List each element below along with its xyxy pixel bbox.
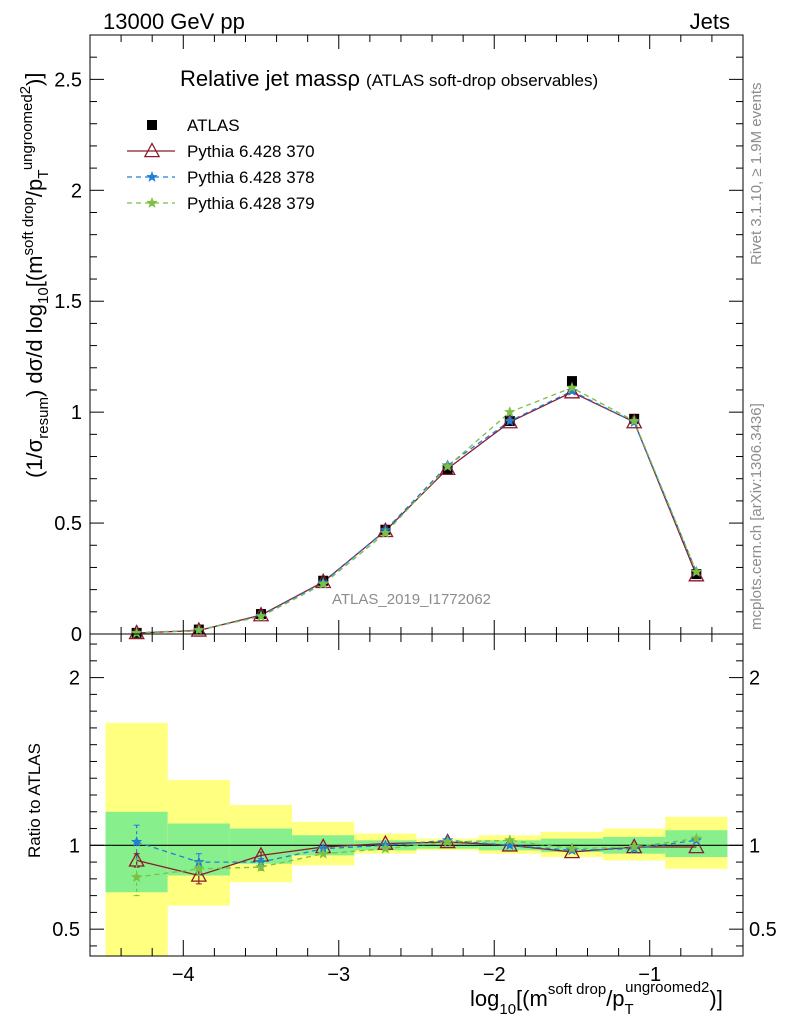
x-tick-label: −1 bbox=[638, 964, 661, 986]
ratio-data-point-s2 bbox=[566, 842, 578, 854]
upper-series-line-3 bbox=[136, 386, 698, 634]
header-energy-label: 13000 GeV pp bbox=[103, 9, 245, 34]
upper-data-point-s3 bbox=[441, 460, 454, 472]
lower-y-tick-label-right: 1 bbox=[749, 835, 760, 857]
upper-y-axis-title: (1/σresum) dσ/d log10[(msoft drop/pTungr… bbox=[17, 72, 52, 478]
lower-y-tick-label: 2 bbox=[69, 668, 80, 690]
upper-data-point-s3 bbox=[690, 565, 703, 577]
lower-y-tick-label-right: 2 bbox=[749, 668, 760, 690]
upper-data-point-s1 bbox=[563, 383, 581, 399]
header-jets-label: Jets bbox=[690, 9, 730, 34]
upper-data-point-s3 bbox=[379, 527, 392, 538]
upper-y-tick-label: 1.5 bbox=[54, 291, 82, 313]
upper-data-point-s3 bbox=[566, 381, 578, 393]
upper-data-point-s3 bbox=[628, 415, 640, 426]
upper-data-point-s1 bbox=[501, 413, 519, 429]
upper-data-point-s3 bbox=[317, 578, 329, 589]
ratio-data-point-s1 bbox=[504, 839, 516, 851]
ratio-data-point-s1 bbox=[193, 856, 205, 867]
upper-y-tick-label: 1 bbox=[71, 402, 82, 424]
ratio-data-point-s2 bbox=[628, 841, 640, 852]
legend-marker-0 bbox=[147, 120, 157, 130]
x-tick-label: −4 bbox=[172, 964, 195, 986]
ratio-data-point-s2 bbox=[130, 871, 143, 882]
legend-marker-2 bbox=[146, 171, 158, 182]
rivet-label: Rivet 3.1.10, ≥ 1.9M events bbox=[748, 83, 765, 266]
ratio-data-point-s2 bbox=[255, 861, 267, 872]
upper-data-point-s3 bbox=[193, 624, 205, 636]
legend-label-2: Pythia 6.428 378 bbox=[187, 168, 315, 187]
plot-title: Relative jet massρ (ATLAS soft-drop obser… bbox=[180, 66, 598, 91]
ratio-data-point-s2 bbox=[441, 836, 454, 847]
watermark-analysis-id: ATLAS_2019_I1772062 bbox=[332, 591, 491, 608]
ratio-data-point-s0 bbox=[688, 838, 705, 854]
upper-data-point-s0 bbox=[566, 376, 577, 387]
x-tick-label: −2 bbox=[483, 964, 506, 986]
upper-data-point-s1 bbox=[688, 566, 705, 582]
ratio-series-line-1 bbox=[136, 839, 697, 863]
ratio-data-point-s0 bbox=[563, 843, 581, 859]
upper-data-point-s2 bbox=[566, 385, 578, 396]
upper-data-point-s3 bbox=[504, 406, 516, 417]
upper-data-point-s3 bbox=[255, 610, 267, 622]
ratio-series-line-2 bbox=[136, 837, 697, 878]
x-tick-label: −3 bbox=[327, 964, 350, 986]
x-axis-title: log10[(msoft drop/pTungroomed2)] bbox=[470, 979, 723, 1018]
legend-label-1: Pythia 6.428 370 bbox=[187, 142, 315, 161]
lower-y-tick-label: 1 bbox=[69, 835, 80, 857]
mcplots-label: mcplots.cern.ch [arXiv:1306.3436] bbox=[748, 403, 765, 630]
upper-data-point-s1 bbox=[439, 459, 456, 475]
ratio-data-point-s2 bbox=[690, 832, 703, 844]
ratio-data-point-s2 bbox=[379, 842, 392, 854]
ratio-data-point-s2 bbox=[504, 834, 516, 846]
upper-y-tick-label: 0 bbox=[71, 624, 82, 646]
upper-y-tick-label: 2.5 bbox=[54, 69, 82, 91]
upper-data-point-s0 bbox=[442, 464, 453, 475]
ratio-data-point-s2 bbox=[317, 847, 329, 859]
legend-label-3: Pythia 6.428 379 bbox=[187, 194, 315, 213]
lower-y-tick-label-right: 0.5 bbox=[749, 919, 777, 941]
legend: ATLAS Pythia 6.428 370 Pythia 6.428 378 Pyt… bbox=[127, 116, 315, 213]
lower-y-tick-label: 0.5 bbox=[52, 919, 80, 941]
legend-marker-1 bbox=[143, 142, 161, 158]
lower-y-axis-title: Ratio to ATLAS bbox=[25, 743, 44, 858]
ratio-data-point-s2 bbox=[193, 862, 205, 874]
ratio-data-point-s0 bbox=[190, 866, 208, 882]
ratio-data-point-s1 bbox=[130, 836, 143, 847]
upper-y-tick-label: 0.5 bbox=[54, 513, 82, 535]
upper-y-tick-label: 2 bbox=[71, 180, 82, 202]
upper-data-point-s2 bbox=[504, 415, 516, 426]
legend-marker-3 bbox=[146, 197, 158, 208]
legend-label-0: ATLAS bbox=[187, 116, 240, 135]
upper-data-point-s3 bbox=[130, 627, 143, 638]
